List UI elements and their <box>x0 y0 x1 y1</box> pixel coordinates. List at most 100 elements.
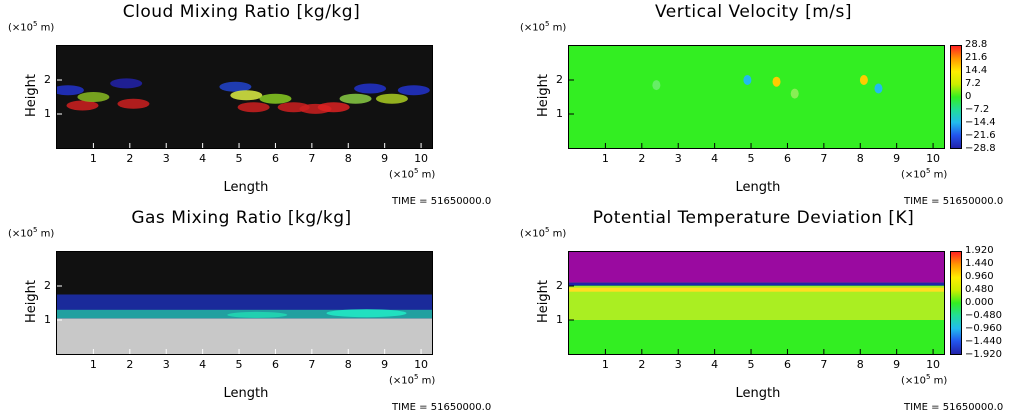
x-tick-label: 8 <box>856 152 864 165</box>
x-tick-label: 5 <box>747 358 755 371</box>
colorbar-label: −1.920 <box>965 349 1003 360</box>
colorbar-label: 21.6 <box>965 52 988 63</box>
chart-title: Gas Mixing Ratio [kg/kg] <box>131 208 352 228</box>
field-patch <box>790 88 799 99</box>
x-tick-label: 1 <box>601 152 609 165</box>
field-patch <box>326 309 407 318</box>
colorbar-label: 1.440 <box>965 258 994 269</box>
x-tick-label: 2 <box>638 358 646 371</box>
x-tick-label: 8 <box>344 358 352 371</box>
field-patch <box>110 78 143 89</box>
x-tick-label: 7 <box>820 358 828 371</box>
x-axis-label: Length <box>735 386 781 401</box>
colorbar-label: −1.440 <box>965 336 1003 347</box>
plot-area <box>56 251 433 355</box>
field-patch <box>317 102 350 113</box>
x-tick-label: 10 <box>926 152 941 165</box>
x-axis-label: Length <box>223 180 269 195</box>
x-tick-label: 7 <box>820 152 828 165</box>
chart-title: Cloud Mixing Ratio [kg/kg] <box>122 2 361 22</box>
x-tick-label: 6 <box>783 358 791 371</box>
y-tick-label: 1 <box>556 107 563 120</box>
y-unit-label: (×105 m) <box>8 20 55 34</box>
x-tick-label: 6 <box>271 358 279 371</box>
chart-title: Potential Temperature Deviation [K] <box>592 208 915 228</box>
x-tick-label: 9 <box>893 152 901 165</box>
y-tick-label: 2 <box>556 73 563 86</box>
x-tick-label: 3 <box>162 152 170 165</box>
x-tick-label: 9 <box>381 358 389 371</box>
chart-title: Vertical Velocity [m/s] <box>654 2 853 22</box>
plot-background <box>569 46 944 148</box>
x-tick-label: 6 <box>783 152 791 165</box>
heatmap-svg <box>569 46 944 148</box>
x-tick-label: 8 <box>344 152 352 165</box>
field-patch <box>77 92 110 102</box>
x-tick-label: 1 <box>89 358 97 371</box>
chart-panel: Gas Mixing Ratio [kg/kg] (×105 m) Height 1 2… <box>0 206 512 413</box>
x-tick-label: 10 <box>414 358 429 371</box>
colorbar-label: 14.4 <box>965 65 988 76</box>
field-patch <box>772 76 781 87</box>
x-tick-label: 4 <box>711 152 719 165</box>
x-axis-label: Length <box>223 386 269 401</box>
chart-panel: Cloud Mixing Ratio [kg/kg] (×105 m) Height… <box>0 0 512 207</box>
field-patch <box>375 93 408 104</box>
field-patch <box>652 80 661 91</box>
plot-area <box>56 45 433 149</box>
field-patch <box>66 100 99 111</box>
colorbar <box>950 251 962 355</box>
x-tick-label: 1 <box>601 358 609 371</box>
x-tick-label: 5 <box>235 152 243 165</box>
y-unit-label: (×105 m) <box>8 226 55 240</box>
field-patch <box>57 318 432 354</box>
colorbar <box>950 45 962 149</box>
chart-panel: Vertical Velocity [m/s] (×105 m) Height 1 2 3… <box>512 0 1024 207</box>
x-tick-label: 9 <box>381 152 389 165</box>
x-unit-label: (×105 m) <box>389 167 436 181</box>
y-axis-label: Height <box>536 280 551 323</box>
time-stamp: TIME = 51650000.0 <box>392 196 492 207</box>
time-stamp: TIME = 51650000.0 <box>904 196 1004 207</box>
y-tick-label: 1 <box>44 313 51 326</box>
field-patch <box>227 311 288 318</box>
time-stamp: TIME = 51650000.0 <box>904 402 1004 413</box>
field-patch <box>569 252 944 283</box>
colorbar-label: 1.920 <box>965 245 994 256</box>
colorbar-label: −7.2 <box>965 104 990 115</box>
colorbar-label: 28.8 <box>965 39 988 50</box>
field-patch <box>230 90 263 101</box>
x-axis-label: Length <box>735 180 781 195</box>
plot-area <box>568 45 945 149</box>
field-patch <box>569 287 944 292</box>
colorbar-label: −0.480 <box>965 310 1003 321</box>
plot-area <box>568 251 945 355</box>
colorbar-label: 0.000 <box>965 297 994 308</box>
field-patch <box>874 83 883 94</box>
heatmap-svg <box>57 252 432 354</box>
field-patch <box>259 93 292 104</box>
field-patch <box>743 75 752 85</box>
colorbar-label: 0 <box>965 91 972 102</box>
x-unit-label: (×105 m) <box>901 373 948 387</box>
y-tick-label: 1 <box>44 107 51 120</box>
x-tick-label: 3 <box>162 358 170 371</box>
x-unit-label: (×105 m) <box>901 167 948 181</box>
colorbar-label: 0.960 <box>965 271 994 282</box>
chart-panel: Potential Temperature Deviation [K] (×105… <box>512 206 1024 413</box>
colorbar-label: 7.2 <box>965 78 981 89</box>
colorbar-label: −28.8 <box>965 143 996 154</box>
field-patch <box>397 85 430 96</box>
y-tick-label: 2 <box>44 279 51 292</box>
field-patch <box>569 282 944 286</box>
x-tick-label: 3 <box>674 152 682 165</box>
x-tick-label: 5 <box>747 152 755 165</box>
x-tick-label: 5 <box>235 358 243 371</box>
field-patch <box>354 83 387 94</box>
x-tick-label: 1 <box>89 152 97 165</box>
x-tick-label: 9 <box>893 358 901 371</box>
x-tick-label: 6 <box>271 152 279 165</box>
colorbar-label: −14.4 <box>965 117 996 128</box>
x-tick-label: 4 <box>199 152 207 165</box>
x-tick-label: 7 <box>308 358 316 371</box>
